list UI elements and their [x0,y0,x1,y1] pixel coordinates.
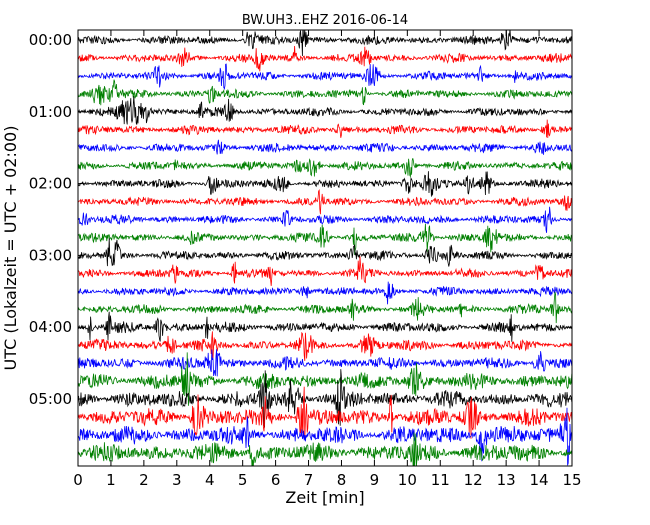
trace-line [78,256,572,286]
x-tick-label: 7 [304,471,314,489]
trace-line [78,291,572,324]
y-tick-label: 04:00 [29,318,72,336]
x-tick-label: 2 [139,471,149,489]
x-tick-label: 4 [205,471,215,489]
trace-line [78,45,572,72]
x-tick-label: 3 [172,471,182,489]
seismic-traces [78,30,572,466]
trace-line [78,96,572,125]
y-tick-label: 00:00 [29,31,72,49]
y-tick-label: 05:00 [29,390,72,408]
trace-line [78,311,572,342]
x-axis-label: Zeit [min] [285,488,364,507]
trace-line [78,407,572,466]
x-tick-label: 12 [464,471,483,489]
y-tick-label: 02:00 [29,175,72,193]
x-tick-label: 0 [73,471,83,489]
trace-line [78,30,572,57]
x-tick-label: 5 [238,471,248,489]
trace-line [78,331,572,361]
trace-line [78,223,572,255]
trace-line [78,79,572,106]
trace-line [78,158,572,179]
x-tick-label: 1 [106,471,116,489]
trace-line [78,119,572,139]
x-tick-label: 11 [431,471,450,489]
x-tick-label: 13 [497,471,516,489]
plot-frame [77,29,573,467]
y-axis-ticks: 00:00 01:00 02:00 03:00 04:00 05:00 [29,31,572,408]
y-tick-label: 03:00 [29,246,72,264]
trace-line [78,352,572,406]
trace-line [78,139,572,155]
trace-line [78,386,572,440]
x-tick-label: 9 [370,471,380,489]
trace-line [78,238,572,267]
trace-line [78,432,572,466]
trace-line [78,188,572,215]
trace-line [78,281,572,305]
x-tick-label: 6 [271,471,281,489]
trace-line [78,369,572,428]
chart-title: BW.UH3..EHZ 2016-06-14 [242,13,408,28]
trace-line [78,206,572,233]
y-tick-label: 01:00 [29,103,72,121]
x-axis-ticks: 0 1 2 3 4 5 6 7 8 9 10 11 12 13 14 15 [73,30,582,489]
x-tick-label: 8 [337,471,347,489]
trace-line [78,63,572,90]
x-tick-label: 15 [562,471,581,489]
x-tick-label: 10 [398,471,417,489]
y-axis-label: UTC (Lokalzeit = UTC + 02:00) [1,126,20,371]
trace-line [78,349,572,377]
x-tick-label: 14 [530,471,549,489]
trace-line [78,171,572,197]
